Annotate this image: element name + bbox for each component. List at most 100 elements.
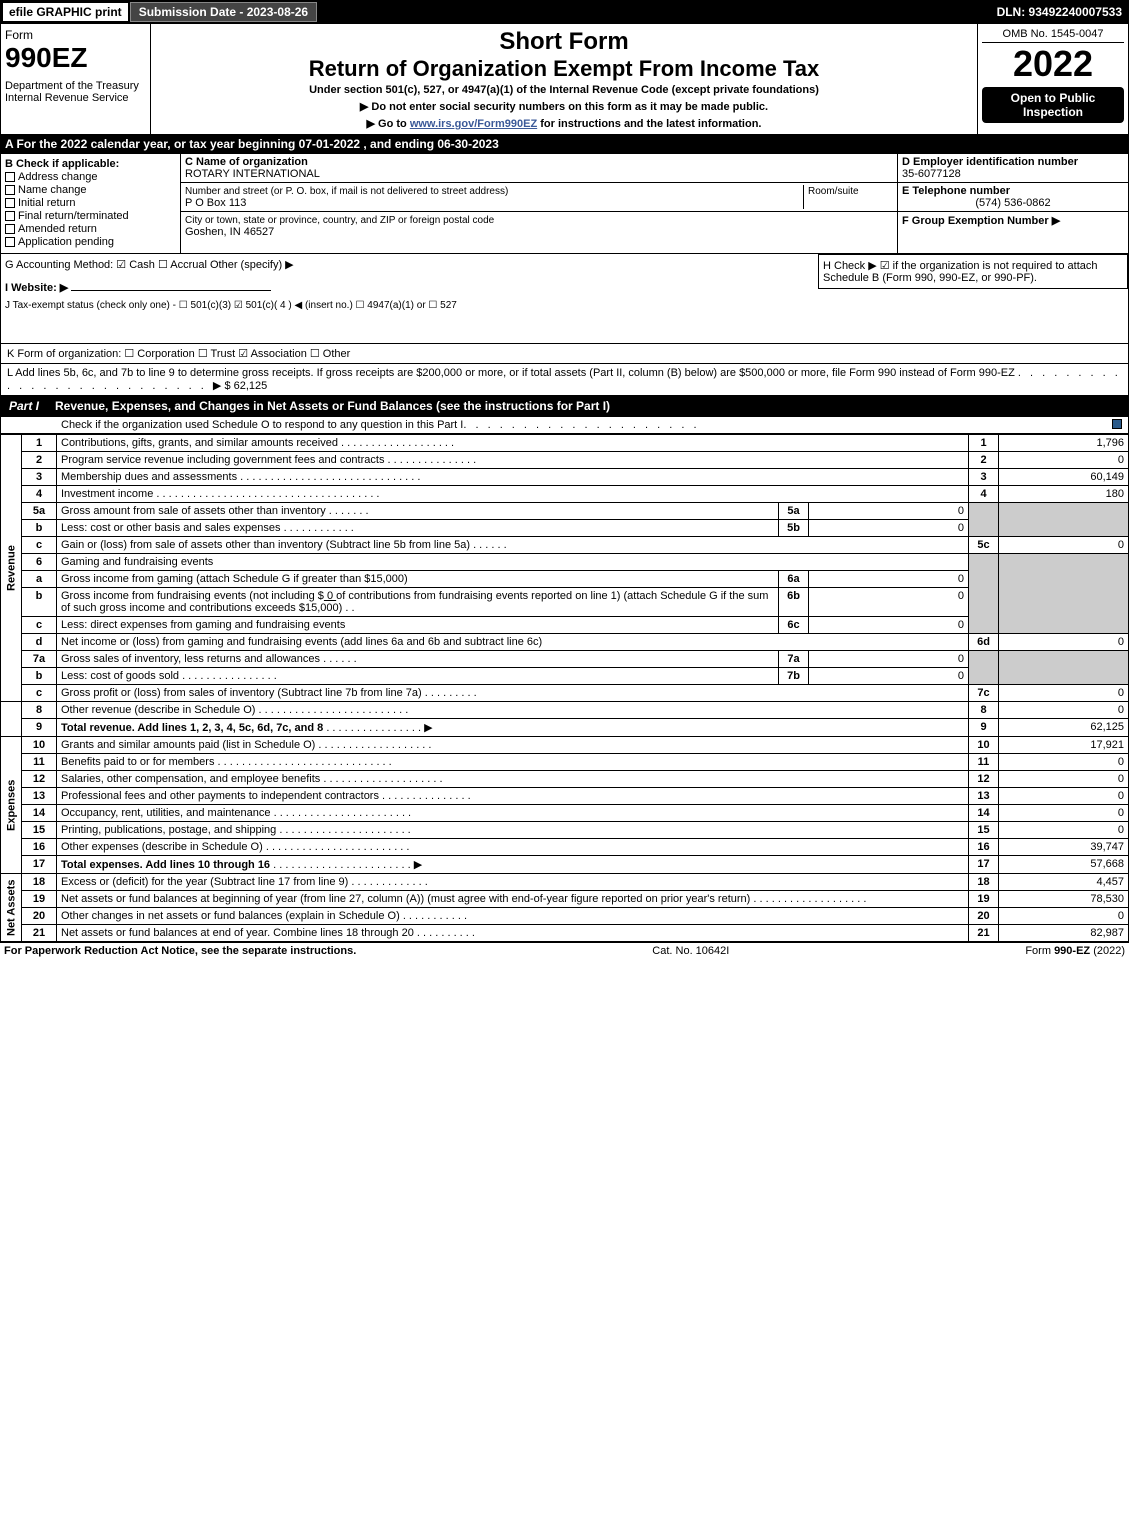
line-10-val: 17,921: [999, 737, 1129, 754]
line-7b-desc: Less: cost of goods sold: [61, 670, 179, 682]
column-b-checkboxes: B Check if applicable: Address change Na…: [1, 154, 181, 253]
line-3-rnum: 3: [969, 469, 999, 486]
line-1-desc: Contributions, gifts, grants, and simila…: [61, 437, 338, 449]
line-20-num: 20: [22, 908, 57, 925]
line-6-num: 6: [22, 554, 57, 571]
line-11-desc: Benefits paid to or for members: [61, 756, 214, 768]
net-assets-side-label: Net Assets: [1, 874, 22, 942]
page-footer: For Paperwork Reduction Act Notice, see …: [0, 942, 1129, 959]
line-8-val: 0: [999, 702, 1129, 719]
line-6c-subval: 0: [809, 617, 969, 634]
check-name-change[interactable]: Name change: [5, 184, 176, 196]
part-1-label: Part I: [1, 396, 47, 416]
line-17-num: 17: [22, 856, 57, 874]
header-center: Short Form Return of Organization Exempt…: [151, 24, 978, 134]
check-label-3: Final return/terminated: [18, 210, 129, 222]
goto-post: for instructions and the latest informat…: [537, 118, 761, 130]
line-12-rnum: 12: [969, 771, 999, 788]
line-2-rnum: 2: [969, 452, 999, 469]
open-to-public-badge: Open to Public Inspection: [982, 87, 1124, 123]
line-14-rnum: 14: [969, 805, 999, 822]
efile-print-button[interactable]: efile GRAPHIC print: [2, 2, 129, 22]
grey-cell-7: [969, 651, 999, 685]
revenue-side-label-end: [1, 702, 22, 737]
header-left: Form 990EZ Department of the Treasury In…: [1, 24, 151, 134]
line-19-val: 78,530: [999, 891, 1129, 908]
line-9-desc: Total revenue. Add lines 1, 2, 3, 4, 5c,…: [61, 722, 323, 734]
ein-value: 35-6077128: [902, 168, 961, 180]
schedule-o-check-row: Check if the organization used Schedule …: [0, 417, 1129, 434]
line-11-rnum: 11: [969, 754, 999, 771]
line-6c-sub: 6c: [779, 617, 809, 634]
line-10-desc: Grants and similar amounts paid (list in…: [61, 739, 315, 751]
line-5c-desc: Gain or (loss) from sale of assets other…: [61, 539, 470, 551]
line-6a-subval: 0: [809, 571, 969, 588]
cat-number: Cat. No. 10642I: [652, 945, 729, 957]
line-15-rnum: 15: [969, 822, 999, 839]
tax-year: 2022: [982, 43, 1124, 85]
line-17-val: 57,668: [999, 856, 1129, 874]
form-ref-pre: Form: [1025, 945, 1054, 957]
phone-value: (574) 536-0862: [902, 197, 1124, 209]
schedule-o-text: Check if the organization used Schedule …: [61, 419, 463, 431]
schedule-o-checkbox[interactable]: [1112, 419, 1122, 429]
line-21-val: 82,987: [999, 925, 1129, 942]
line-4-desc: Investment income: [61, 488, 153, 500]
part-1-title: Revenue, Expenses, and Changes in Net As…: [47, 396, 1128, 416]
form-ref: Form 990-EZ (2022): [1025, 945, 1125, 957]
line-10-num: 10: [22, 737, 57, 754]
submission-date: Submission Date - 2023-08-26: [130, 2, 317, 22]
revenue-side-label: Revenue: [1, 435, 22, 702]
column-d-e-f: D Employer identification number 35-6077…: [898, 154, 1128, 253]
line-6b-subval: 0: [809, 588, 969, 617]
line-19-rnum: 19: [969, 891, 999, 908]
line-16-rnum: 16: [969, 839, 999, 856]
line-5a-subval: 0: [809, 503, 969, 520]
l-amount: ▶ $ 62,125: [213, 380, 267, 392]
line-5b-subval: 0: [809, 520, 969, 537]
k-form-of-organization: K Form of organization: ☐ Corporation ☐ …: [0, 344, 1129, 364]
dln-number: DLN: 93492240007533: [997, 5, 1128, 19]
check-address-change[interactable]: Address change: [5, 171, 176, 183]
part-1-header: Part I Revenue, Expenses, and Changes in…: [0, 396, 1129, 417]
line-6d-rnum: 6d: [969, 634, 999, 651]
line-18-num: 18: [22, 874, 57, 891]
form-ref-form: 990-EZ: [1054, 945, 1090, 957]
check-application-pending[interactable]: Application pending: [5, 236, 176, 248]
grey-cell-5: [969, 503, 999, 537]
room-suite-label: Room/suite: [808, 186, 859, 197]
line-14-val: 0: [999, 805, 1129, 822]
line-15-desc: Printing, publications, postage, and shi…: [61, 824, 276, 836]
line-7c-val: 0: [999, 685, 1129, 702]
line-12-desc: Salaries, other compensation, and employ…: [61, 773, 320, 785]
check-initial-return[interactable]: Initial return: [5, 197, 176, 209]
line-3-num: 3: [22, 469, 57, 486]
line-9-val: 62,125: [999, 719, 1129, 737]
line-6a-num: a: [22, 571, 57, 588]
line-8-rnum: 8: [969, 702, 999, 719]
line-1-num: 1: [22, 435, 57, 452]
line-7b-num: b: [22, 668, 57, 685]
top-bar: efile GRAPHIC print Submission Date - 20…: [0, 0, 1129, 24]
line-2-num: 2: [22, 452, 57, 469]
line-17-rnum: 17: [969, 856, 999, 874]
line-16-num: 16: [22, 839, 57, 856]
expenses-side-label: Expenses: [1, 737, 22, 874]
street-label: Number and street (or P. O. box, if mail…: [185, 186, 508, 197]
line-18-val: 4,457: [999, 874, 1129, 891]
check-amended-return[interactable]: Amended return: [5, 223, 176, 235]
check-label-5: Application pending: [18, 236, 114, 248]
check-label-2: Initial return: [18, 197, 75, 209]
line-7b-sub: 7b: [779, 668, 809, 685]
l-text: L Add lines 5b, 6c, and 7b to line 9 to …: [7, 367, 1015, 379]
irs-link[interactable]: www.irs.gov/Form990EZ: [410, 118, 537, 130]
check-final-return[interactable]: Final return/terminated: [5, 210, 176, 222]
line-20-val: 0: [999, 908, 1129, 925]
line-5b-num: b: [22, 520, 57, 537]
line-5c-val: 0: [999, 537, 1129, 554]
line-4-val: 180: [999, 486, 1129, 503]
line-12-num: 12: [22, 771, 57, 788]
line-9-num: 9: [22, 719, 57, 737]
check-label-1: Name change: [18, 184, 87, 196]
line-6d-val: 0: [999, 634, 1129, 651]
